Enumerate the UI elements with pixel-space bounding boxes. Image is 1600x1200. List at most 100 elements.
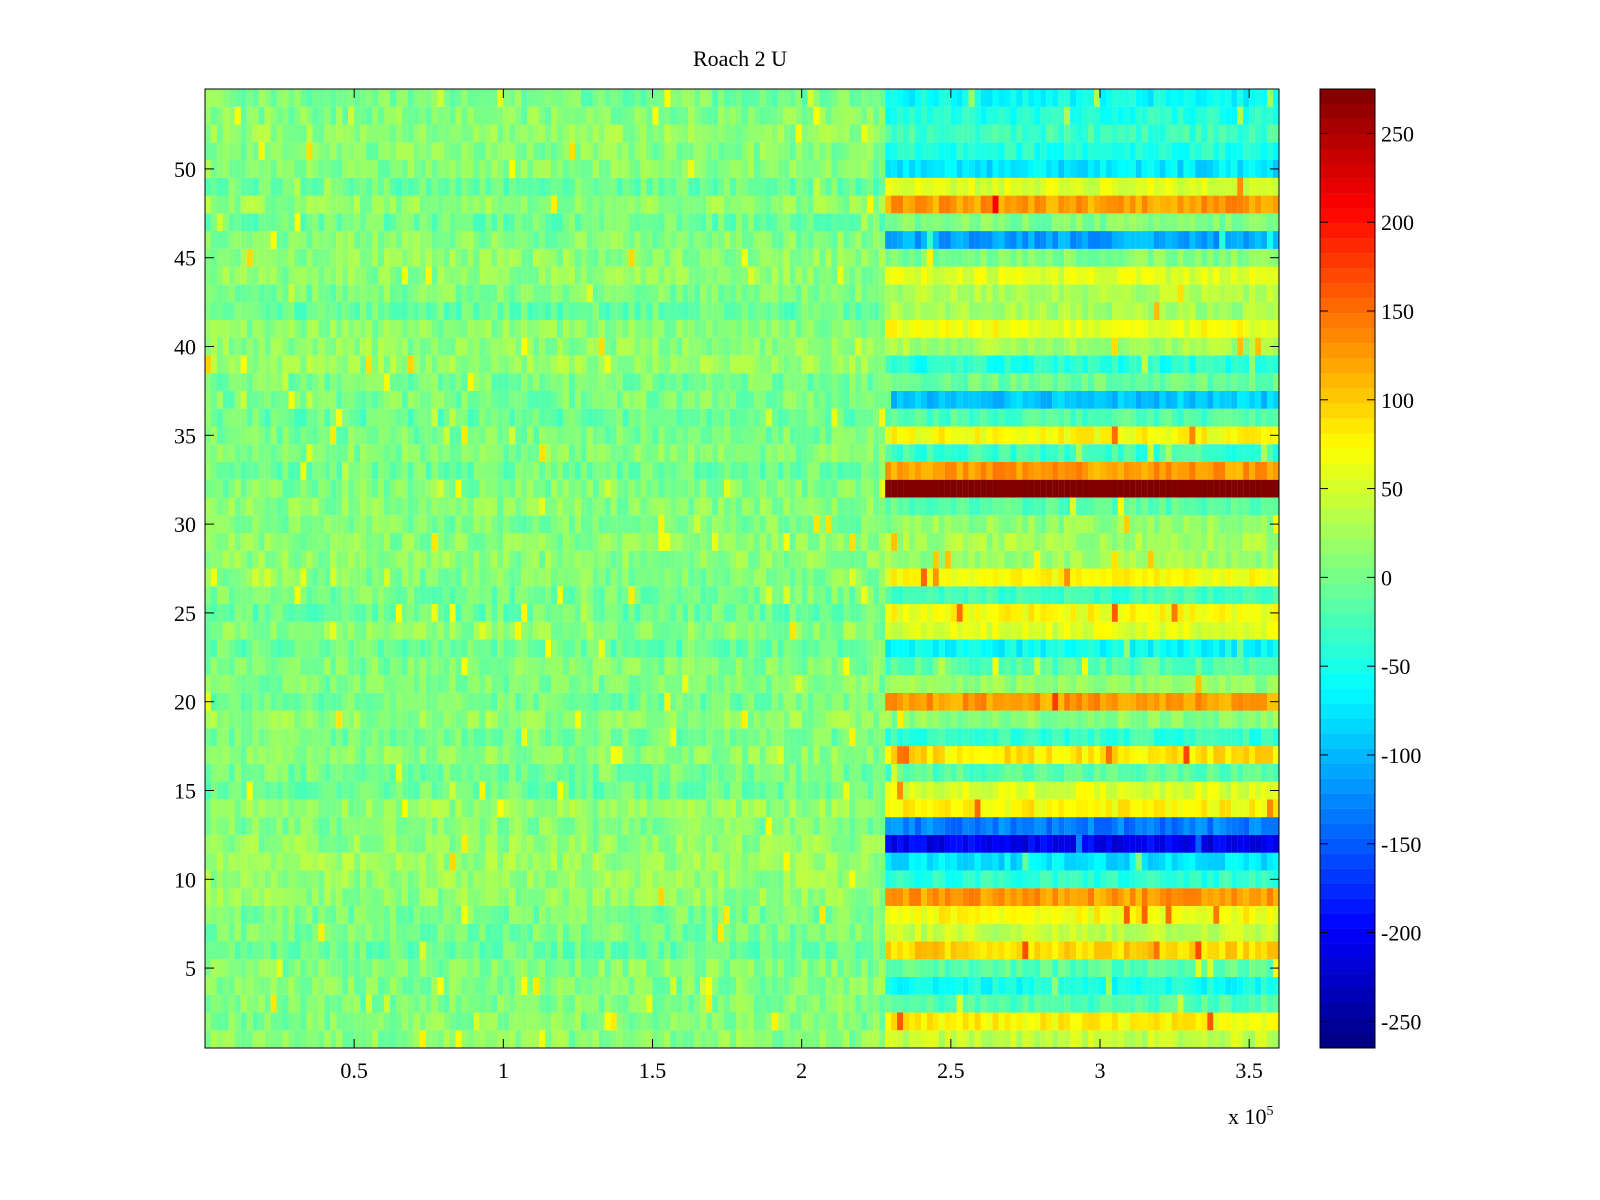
- heatmap-cell: [610, 586, 617, 605]
- heatmap-cell: [580, 675, 587, 693]
- heatmap-cell: [1141, 976, 1148, 995]
- heatmap-cell: [1016, 905, 1023, 924]
- heatmap-cell: [497, 834, 504, 853]
- heatmap-cell: [479, 746, 486, 764]
- heatmap-cell: [318, 852, 325, 871]
- heatmap-cell: [598, 710, 605, 729]
- heatmap-cell: [628, 994, 635, 1013]
- heatmap-cell: [372, 675, 379, 693]
- heatmap-cell: [1088, 941, 1095, 960]
- heatmap-cell: [551, 710, 558, 729]
- heatmap-cell: [938, 781, 945, 800]
- heatmap-cell: [628, 728, 635, 747]
- heatmap-cell: [294, 994, 301, 1013]
- heatmap-cell: [1046, 1030, 1053, 1049]
- heatmap-cell: [1261, 799, 1268, 818]
- heatmap-cell: [1058, 621, 1065, 640]
- heatmap-cell: [1093, 1012, 1101, 1031]
- heatmap-cell: [568, 746, 575, 764]
- heatmap-cell: [580, 568, 587, 587]
- heatmap-cell: [383, 959, 391, 978]
- heatmap-cell: [819, 621, 826, 640]
- heatmap-cell: [843, 692, 850, 711]
- heatmap-cell: [222, 550, 229, 569]
- heatmap-cell: [210, 621, 217, 640]
- heatmap-cell: [1183, 905, 1190, 924]
- heatmap-cell: [294, 888, 301, 906]
- heatmap-cell: [789, 799, 796, 818]
- heatmap-cell: [807, 923, 814, 942]
- heatmap-cell: [306, 941, 313, 960]
- heatmap-cell: [503, 728, 510, 747]
- heatmap-cell: [688, 781, 695, 800]
- heatmap-cell: [616, 976, 623, 995]
- heatmap-cell: [962, 550, 969, 569]
- heatmap-cell: [1141, 1030, 1148, 1049]
- heatmap-cell: [944, 905, 951, 924]
- heatmap-cell: [813, 568, 820, 587]
- heatmap-cell: [932, 1030, 939, 1049]
- heatmap-cell: [622, 923, 629, 942]
- heatmap-cell: [795, 834, 802, 853]
- heatmap-cell: [861, 675, 868, 693]
- heatmap-cell: [1034, 941, 1041, 960]
- heatmap-cell: [270, 923, 277, 942]
- heatmap-cell: [747, 959, 754, 978]
- heatmap-cell: [491, 923, 498, 942]
- heatmap-cell: [926, 746, 933, 764]
- heatmap-cell: [252, 888, 259, 906]
- heatmap-cell: [909, 817, 916, 835]
- heatmap-cell: [771, 994, 778, 1013]
- heatmap-cell: [258, 550, 265, 569]
- heatmap-cell: [568, 568, 575, 587]
- heatmap-cell: [497, 781, 504, 800]
- heatmap-cell: [909, 710, 916, 729]
- heatmap-cell: [992, 923, 999, 942]
- heatmap-cell: [1171, 675, 1178, 693]
- heatmap-cell: [1225, 799, 1232, 818]
- heatmap-cell: [718, 621, 725, 640]
- heatmap-cell: [628, 852, 635, 871]
- heatmap-cell: [389, 728, 396, 747]
- heatmap-cell: [1195, 976, 1202, 995]
- heatmap-cell: [825, 852, 832, 871]
- heatmap-cell: [1201, 1012, 1208, 1031]
- heatmap-cell: [747, 834, 754, 853]
- heatmap-cell: [515, 1012, 522, 1031]
- heatmap-cell: [1076, 746, 1083, 764]
- heatmap-cell: [1267, 994, 1274, 1013]
- heatmap-cell: [1243, 692, 1250, 711]
- heatmap-cell: [1231, 1030, 1238, 1049]
- heatmap-cell: [1117, 923, 1124, 942]
- heatmap-cell: [1111, 888, 1118, 906]
- heatmap-cell: [437, 550, 444, 569]
- heatmap-cell: [741, 728, 749, 747]
- heatmap-cell: [1010, 657, 1017, 676]
- heatmap-cell: [688, 994, 695, 1013]
- heatmap-cell: [831, 657, 838, 676]
- heatmap-cell: [1272, 923, 1280, 942]
- heatmap-cell: [1004, 675, 1011, 693]
- heatmap-cell: [389, 817, 396, 835]
- heatmap-cell: [246, 941, 253, 960]
- heatmap-cell: [1111, 746, 1118, 764]
- heatmap-cell: [246, 834, 253, 853]
- heatmap-cell: [1034, 568, 1041, 587]
- heatmap-cell: [837, 959, 844, 978]
- heatmap-cell: [765, 905, 772, 924]
- heatmap-cell: [825, 550, 832, 569]
- heatmap-cell: [646, 976, 653, 995]
- heatmap-cell: [998, 941, 1005, 960]
- heatmap-cell: [646, 603, 653, 622]
- heatmap-cell: [479, 621, 486, 640]
- heatmap-cell: [1267, 852, 1274, 871]
- heatmap-cell: [443, 763, 450, 782]
- heatmap-cell: [348, 923, 355, 942]
- heatmap-cell: [1159, 746, 1166, 764]
- heatmap-cell: [962, 657, 969, 676]
- heatmap-cell: [1088, 710, 1095, 729]
- heatmap-cell: [1082, 657, 1089, 676]
- heatmap-cell: [431, 550, 438, 569]
- heatmap-cell: [246, 763, 253, 782]
- heatmap-cell: [1088, 799, 1095, 818]
